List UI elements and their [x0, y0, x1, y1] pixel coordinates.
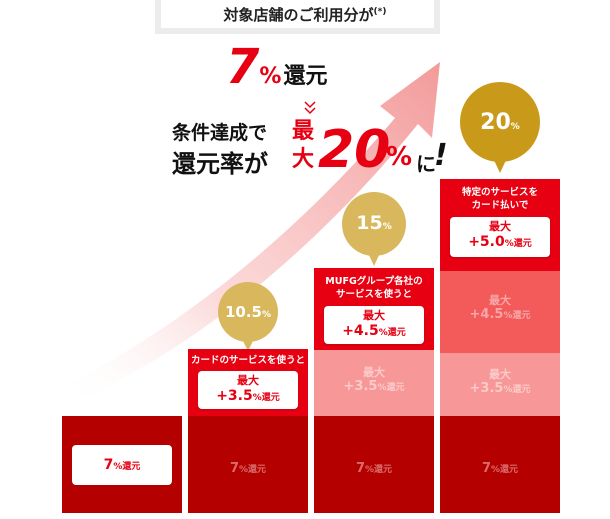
ghost-bonus-label: 最大 +3.5%還元 [440, 368, 560, 397]
ghost-percent: % [365, 465, 375, 475]
condition-label: カードのサービスを使うと [190, 355, 305, 366]
bonus-tile-max: 最大 [363, 309, 385, 322]
bubble-percent: % [382, 222, 392, 232]
condition-line2: 還元率が [172, 150, 268, 178]
ghost-percent: % [239, 465, 249, 475]
ghost-plus: +4.5 [469, 307, 504, 322]
speech-bubble-icon [460, 82, 540, 173]
base-ghost-label: 7%還元 [314, 462, 434, 477]
condition-label-line2: サービスを使うと [335, 289, 412, 300]
header-frame [155, 0, 440, 34]
base-tile: 7%還元 [72, 445, 172, 485]
bonus-tile-plus: +4.5 [342, 323, 379, 339]
bonus-tile-word: 還元 [261, 393, 280, 403]
base-segment [314, 416, 434, 513]
condition-suffix: に [416, 152, 436, 176]
condition-label-line1: 特定のサービスを [461, 187, 538, 198]
ghost-word: 還元 [500, 465, 519, 475]
footnote-mark: (*) [373, 7, 387, 17]
column-3: 15% MUFGグループ各社の サービスを使うと 最大 +4.5%還元 最大 +… [314, 190, 434, 513]
ghost-word: 還元 [512, 385, 531, 395]
condition-max-number: 20 [318, 120, 391, 180]
base-rate: 7 % 還元 [226, 34, 327, 100]
bubble-number: 15 [356, 212, 383, 234]
bonus-tile: 最大 +3.5%還元 [198, 371, 298, 409]
ghost-word: 還元 [248, 465, 267, 475]
column-1: 7%還元 [62, 416, 182, 513]
ghost-word: 還元 [386, 383, 405, 393]
bubble-rate: 15% [339, 212, 409, 236]
bonus-tile-max: 最大 [489, 220, 511, 233]
base-tile-percent: % [113, 462, 123, 472]
ghost-word: 還元 [512, 311, 531, 321]
condition-label-line2: カード払いで [471, 200, 529, 211]
base-segment [440, 416, 560, 513]
bonus-tile-percent: % [378, 328, 388, 338]
ghost-max: 最大 [363, 366, 385, 379]
ghost-plus: +3.5 [469, 381, 504, 396]
column-2: 10.5% カードのサービスを使うと 最大 +3.5%還元 7%還元 [188, 279, 308, 513]
ghost-plus: +3.5 [343, 379, 378, 394]
ghost-bonus-label: 最大 +4.5%還元 [440, 294, 560, 323]
bonus-tile-value: +5.0%還元 [450, 234, 550, 252]
ghost-segment [314, 350, 434, 416]
column-4: 20% 特定のサービスを カード払いで 最大 +5.0%還元 最大 +4.5%還… [440, 80, 560, 513]
ghost-percent: % [503, 311, 513, 321]
header-title-text: 対象店舗のご利用分が [223, 6, 374, 24]
ghost-number: 7 [481, 461, 491, 476]
bubble-number: 10.5 [224, 303, 262, 321]
bonus-tile-word: 還元 [387, 328, 406, 338]
condition-exclamation: ! [434, 138, 448, 173]
speech-bubble-icon [218, 282, 278, 351]
ghost-max: 最大 [489, 368, 511, 381]
bonus-tile-plus: +3.5 [216, 388, 253, 404]
ghost-bonus-label: 最大 +3.5%還元 [314, 366, 434, 395]
ghost-percent: % [491, 465, 501, 475]
bubble-percent: % [261, 310, 272, 320]
bubble-rate: 20% [457, 110, 543, 138]
bonus-tile-value: +4.5%還元 [324, 323, 424, 341]
condition-label-line1: MUFGグループ各社の [325, 276, 423, 287]
bonus-tile-plus: +5.0 [468, 234, 505, 250]
base-tile-word: 還元 [122, 462, 141, 472]
condition-max-percent: % [386, 142, 413, 172]
bubble-percent: % [510, 122, 520, 132]
base-tile-number: 7 [103, 457, 114, 473]
base-ghost-label: 7%還元 [188, 462, 308, 477]
bonus-tile-word: 還元 [513, 239, 532, 249]
header-title: 対象店舗のご利用分が(*) [0, 4, 610, 25]
bubble-rate: 10.5% [215, 303, 281, 323]
ghost-percent: % [503, 385, 513, 395]
bonus-tile-percent: % [504, 239, 514, 249]
condition-max-label: 最大 [291, 119, 314, 172]
chevron-down-icon [304, 101, 316, 115]
base-ghost-label: 7%還元 [440, 462, 560, 477]
ghost-percent: % [377, 383, 387, 393]
ghost-number: 7 [229, 461, 239, 476]
ghost-number: 7 [355, 461, 365, 476]
ghost-max: 最大 [489, 294, 511, 307]
ghost-segment [440, 271, 560, 353]
base-rate-word: 還元 [283, 64, 328, 89]
bonus-tile: 最大 +5.0%還元 [450, 217, 550, 257]
bonus-tile: 最大 +4.5%還元 [324, 306, 424, 344]
ghost-word: 還元 [374, 465, 393, 475]
speech-bubble-icon [342, 192, 406, 266]
bonus-tile-max: 最大 [237, 374, 259, 387]
ghost-segment [440, 353, 560, 416]
base-rate-number: 7 [226, 39, 260, 95]
condition-line1: 条件達成で [172, 122, 268, 144]
base-rate-percent: % [259, 64, 282, 89]
bonus-tile-percent: % [252, 393, 262, 403]
bonus-tile-value: +3.5%還元 [198, 388, 298, 406]
base-segment [188, 416, 308, 513]
bubble-number: 20 [480, 110, 511, 135]
